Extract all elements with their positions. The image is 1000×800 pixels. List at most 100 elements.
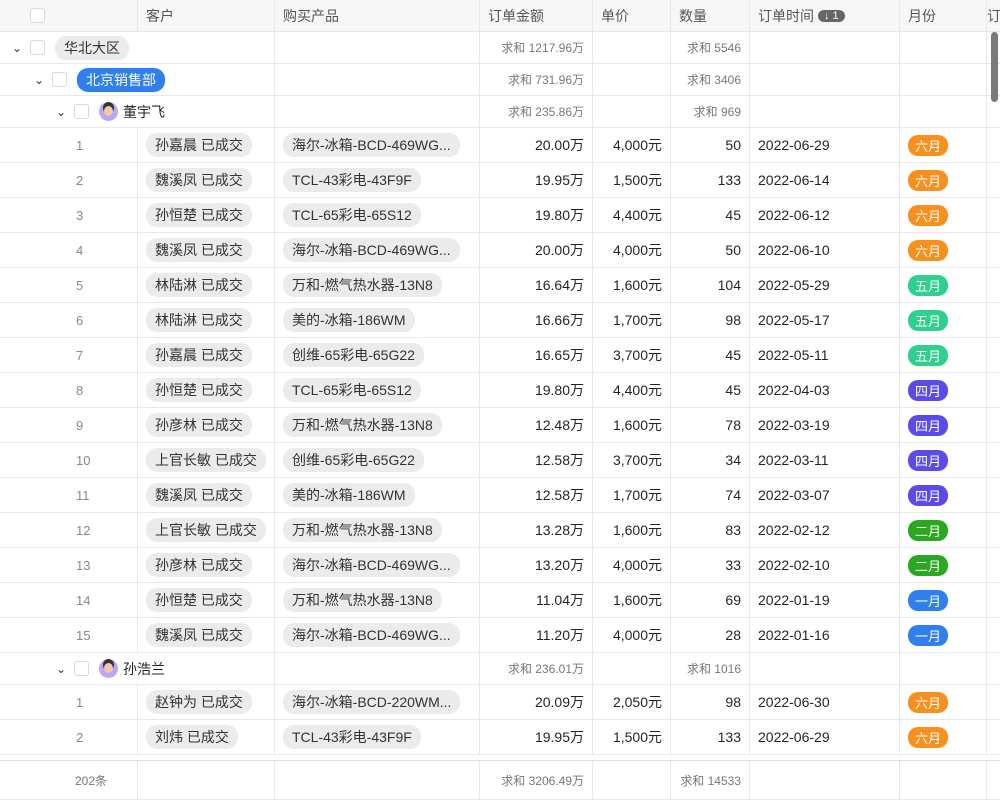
group-checkbox[interactable] <box>74 104 89 119</box>
chevron-down-icon[interactable]: ⌄ <box>55 104 67 119</box>
group-checkbox[interactable] <box>74 661 89 676</box>
table-row[interactable]: 14 孙恒楚 已成交 万和-燃气热水器-13N8 11.04万 1,600元 6… <box>0 583 1000 618</box>
amount-cell[interactable]: 19.95万 <box>480 163 593 197</box>
column-header-order-time[interactable]: 订单时间 ↓ 1 <box>750 0 900 31</box>
customer-tag[interactable]: 魏溪凤 已成交 <box>146 483 252 507</box>
table-row[interactable]: 2 刘炜 已成交 TCL-43彩电-43F9F 19.95万 1,500元 13… <box>0 720 1000 755</box>
month-tag[interactable]: 五月 <box>908 274 949 296</box>
column-header-price[interactable]: 单价 <box>593 0 671 31</box>
chevron-down-icon[interactable]: ⌄ <box>33 72 45 87</box>
price-cell[interactable]: 1,700元 <box>593 303 671 337</box>
table-row[interactable]: 12 上官长敏 已成交 万和-燃气热水器-13N8 13.28万 1,600元 … <box>0 513 1000 548</box>
product-tag[interactable]: 万和-燃气热水器-13N8 <box>283 518 442 542</box>
product-tag[interactable]: 海尔-冰箱-BCD-469WG... <box>283 133 460 157</box>
quantity-cell[interactable]: 83 <box>671 513 750 547</box>
order-time-cell[interactable]: 2022-06-10 <box>750 233 900 267</box>
customer-tag[interactable]: 孙恒楚 已成交 <box>146 588 252 612</box>
table-row[interactable]: 5 林陆淋 已成交 万和-燃气热水器-13N8 16.64万 1,600元 10… <box>0 268 1000 303</box>
price-cell[interactable]: 1,600元 <box>593 583 671 617</box>
order-time-cell[interactable]: 2022-03-19 <box>750 408 900 442</box>
amount-cell[interactable]: 20.00万 <box>480 233 593 267</box>
table-row[interactable]: 10 上官长敏 已成交 创维-65彩电-65G22 12.58万 3,700元 … <box>0 443 1000 478</box>
amount-cell[interactable]: 19.80万 <box>480 373 593 407</box>
quantity-cell[interactable]: 33 <box>671 548 750 582</box>
table-row[interactable]: 3 孙恒楚 已成交 TCL-65彩电-65S12 19.80万 4,400元 4… <box>0 198 1000 233</box>
product-tag[interactable]: 美的-冰箱-186WM <box>283 483 415 507</box>
quantity-cell[interactable]: 98 <box>671 685 750 719</box>
product-tag[interactable]: 创维-65彩电-65G22 <box>283 343 424 367</box>
order-time-cell[interactable]: 2022-02-12 <box>750 513 900 547</box>
product-tag[interactable]: 海尔-冰箱-BCD-469WG... <box>283 238 460 262</box>
price-cell[interactable]: 1,600元 <box>593 268 671 302</box>
month-tag[interactable]: 六月 <box>908 691 949 713</box>
amount-cell[interactable]: 19.95万 <box>480 720 593 754</box>
month-tag[interactable]: 六月 <box>908 239 949 261</box>
product-tag[interactable]: TCL-43彩电-43F9F <box>283 725 421 749</box>
product-tag[interactable]: 海尔-冰箱-BCD-220WM... <box>283 690 461 714</box>
order-time-cell[interactable]: 2022-06-29 <box>750 128 900 162</box>
amount-cell[interactable]: 16.64万 <box>480 268 593 302</box>
quantity-cell[interactable]: 50 <box>671 128 750 162</box>
amount-cell[interactable]: 20.09万 <box>480 685 593 719</box>
column-header-product[interactable]: 购买产品 <box>275 0 480 31</box>
product-tag[interactable]: 美的-冰箱-186WM <box>283 308 415 332</box>
order-time-cell[interactable]: 2022-03-11 <box>750 443 900 477</box>
price-cell[interactable]: 4,400元 <box>593 373 671 407</box>
customer-tag[interactable]: 林陆淋 已成交 <box>146 273 252 297</box>
quantity-cell[interactable]: 104 <box>671 268 750 302</box>
table-row[interactable]: 8 孙恒楚 已成交 TCL-65彩电-65S12 19.80万 4,400元 4… <box>0 373 1000 408</box>
quantity-cell[interactable]: 133 <box>671 720 750 754</box>
order-time-cell[interactable]: 2022-06-29 <box>750 720 900 754</box>
select-all-checkbox[interactable] <box>30 8 45 23</box>
price-cell[interactable]: 1,600元 <box>593 408 671 442</box>
customer-tag[interactable]: 刘炜 已成交 <box>146 725 238 749</box>
month-tag[interactable]: 二月 <box>908 554 949 576</box>
month-tag[interactable]: 六月 <box>908 726 949 748</box>
product-tag[interactable]: 万和-燃气热水器-13N8 <box>283 413 442 437</box>
column-header-month[interactable]: 月份 <box>900 0 987 31</box>
amount-cell[interactable]: 11.20万 <box>480 618 593 652</box>
month-tag[interactable]: 四月 <box>908 379 949 401</box>
order-time-cell[interactable]: 2022-02-10 <box>750 548 900 582</box>
quantity-cell[interactable]: 78 <box>671 408 750 442</box>
customer-tag[interactable]: 林陆淋 已成交 <box>146 308 252 332</box>
column-header-customer[interactable]: 客户 <box>138 0 275 31</box>
product-tag[interactable]: 万和-燃气热水器-13N8 <box>283 588 442 612</box>
amount-cell[interactable]: 12.48万 <box>480 408 593 442</box>
month-tag[interactable]: 四月 <box>908 449 949 471</box>
column-header-next[interactable]: 订 <box>987 7 1000 24</box>
product-tag[interactable]: TCL-43彩电-43F9F <box>283 168 421 192</box>
table-row[interactable]: 13 孙彦林 已成交 海尔-冰箱-BCD-469WG... 13.20万 4,0… <box>0 548 1000 583</box>
month-tag[interactable]: 六月 <box>908 169 949 191</box>
price-cell[interactable]: 4,000元 <box>593 233 671 267</box>
month-tag[interactable]: 五月 <box>908 309 949 331</box>
amount-cell[interactable]: 16.66万 <box>480 303 593 337</box>
month-tag[interactable]: 一月 <box>908 589 949 611</box>
amount-cell[interactable]: 13.20万 <box>480 548 593 582</box>
price-cell[interactable]: 4,000元 <box>593 618 671 652</box>
amount-cell[interactable]: 12.58万 <box>480 478 593 512</box>
order-time-cell[interactable]: 2022-05-29 <box>750 268 900 302</box>
amount-cell[interactable]: 12.58万 <box>480 443 593 477</box>
table-row[interactable]: 11 魏溪凤 已成交 美的-冰箱-186WM 12.58万 1,700元 74 … <box>0 478 1000 513</box>
table-row[interactable]: 9 孙彦林 已成交 万和-燃气热水器-13N8 12.48万 1,600元 78… <box>0 408 1000 443</box>
customer-tag[interactable]: 上官长敏 已成交 <box>146 518 266 542</box>
quantity-cell[interactable]: 50 <box>671 233 750 267</box>
product-tag[interactable]: TCL-65彩电-65S12 <box>283 378 421 402</box>
quantity-cell[interactable]: 45 <box>671 198 750 232</box>
quantity-cell[interactable]: 45 <box>671 338 750 372</box>
product-tag[interactable]: 海尔-冰箱-BCD-469WG... <box>283 623 460 647</box>
customer-tag[interactable]: 上官长敏 已成交 <box>146 448 266 472</box>
product-tag[interactable]: 万和-燃气热水器-13N8 <box>283 273 442 297</box>
customer-tag[interactable]: 魏溪凤 已成交 <box>146 168 252 192</box>
price-cell[interactable]: 1,500元 <box>593 163 671 197</box>
customer-tag[interactable]: 魏溪凤 已成交 <box>146 623 252 647</box>
order-time-cell[interactable]: 2022-01-19 <box>750 583 900 617</box>
order-time-cell[interactable]: 2022-06-30 <box>750 685 900 719</box>
month-tag[interactable]: 一月 <box>908 624 949 646</box>
customer-tag[interactable]: 孙嘉晨 已成交 <box>146 133 252 157</box>
table-row[interactable]: 1 孙嘉晨 已成交 海尔-冰箱-BCD-469WG... 20.00万 4,00… <box>0 128 1000 163</box>
month-tag[interactable]: 二月 <box>908 519 949 541</box>
price-cell[interactable]: 1,500元 <box>593 720 671 754</box>
price-cell[interactable]: 4,000元 <box>593 128 671 162</box>
